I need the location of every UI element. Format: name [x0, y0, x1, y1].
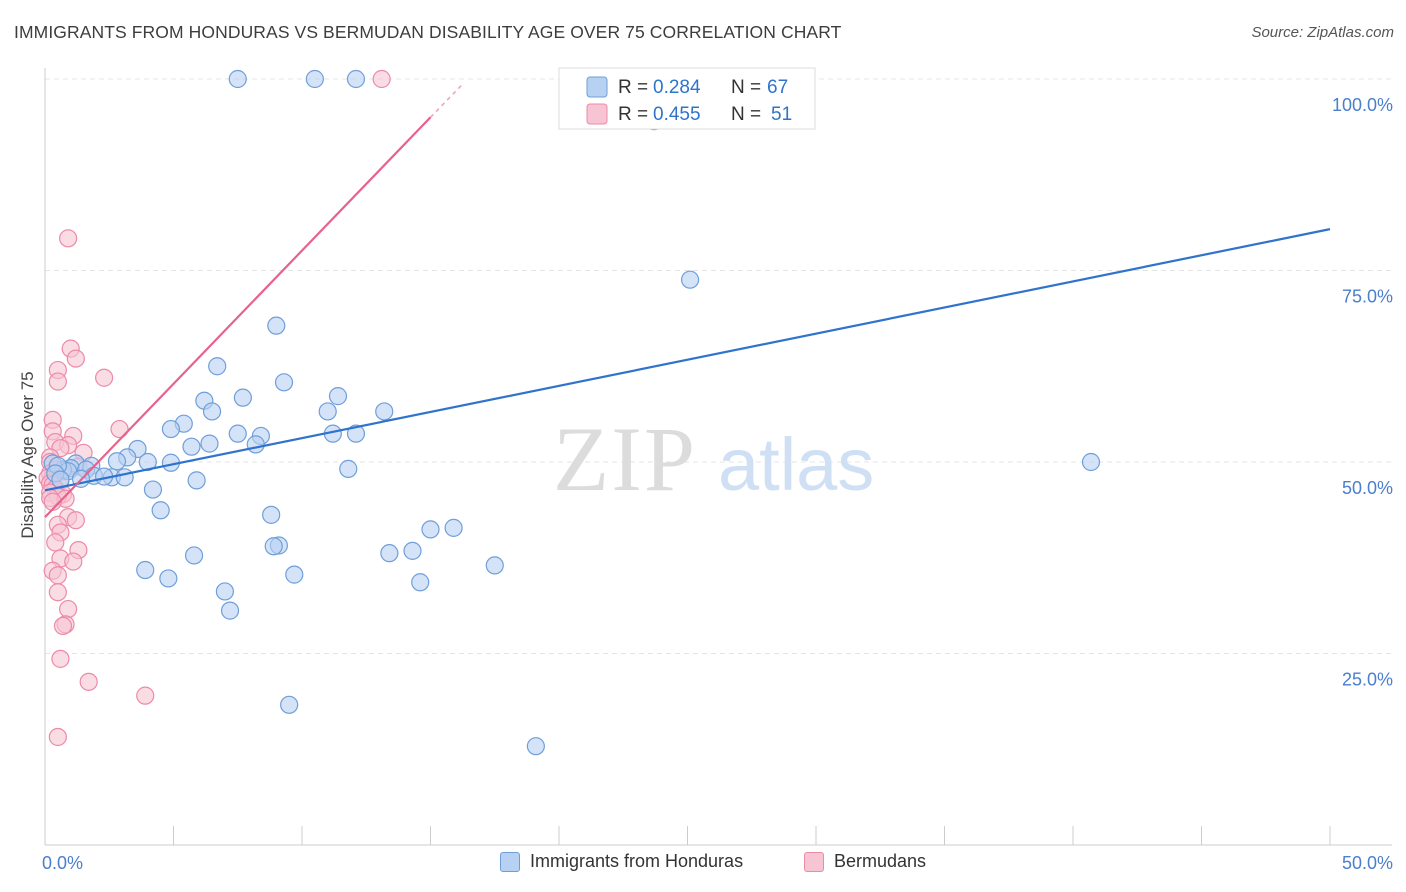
blue-point-8 [208, 357, 227, 376]
legend-swatch-bermudans [804, 851, 824, 872]
blue-point-2 [346, 69, 366, 89]
pink-point-6 [95, 368, 114, 387]
x-tick-label-min: 0.0% [42, 853, 83, 873]
blue-point-65 [280, 695, 299, 714]
legend-n-value-1: 67 [767, 77, 788, 98]
blue-point-1 [305, 69, 324, 89]
x-tick-label-max: 50.0% [1342, 853, 1393, 873]
pink-point-40 [64, 552, 83, 571]
legend-r-value-2: 0.455 [653, 104, 701, 125]
legend-swatch-blue [586, 76, 608, 98]
y-tick-labels: 25.0% 50.0% 75.0% 100.0% [1332, 95, 1393, 690]
blue-point-47 [187, 471, 206, 490]
blue-point-27 [107, 452, 127, 471]
x-tick-labels: 0.0% 50.0% [42, 853, 1393, 873]
pink-point-3 [66, 349, 85, 368]
pink-point-48 [79, 672, 98, 691]
legend-swatch-pink [586, 103, 608, 125]
blue-point-49 [151, 501, 170, 520]
blue-point-10 [328, 387, 348, 406]
y-tick-label-3: 100.0% [1332, 95, 1393, 115]
pink-trend-extension [429, 82, 465, 118]
watermark: ZIP atlas [553, 408, 874, 510]
pink-point-43 [48, 583, 67, 602]
blue-point-19 [346, 424, 366, 443]
pink-point-0 [372, 69, 391, 89]
legend-n-label-1: N = [731, 77, 761, 98]
pink-point-42 [48, 566, 67, 585]
blue-point-54 [264, 537, 283, 556]
chart-source: Source: ZipAtlas.com [1251, 24, 1394, 41]
blue-point-17 [161, 419, 181, 439]
pink-point-46 [53, 616, 73, 636]
legend-label-honduras: Immigrants from Honduras [530, 851, 744, 871]
legend-r-label-2: R = [618, 104, 648, 125]
honduras-points [43, 69, 1101, 756]
blue-point-64 [220, 601, 240, 620]
blue-trend-line [44, 228, 1331, 492]
blue-point-52 [444, 518, 463, 537]
blue-point-14 [318, 402, 337, 421]
y-tick-label-2: 75.0% [1342, 287, 1393, 307]
pink-point-5 [48, 372, 67, 391]
blue-point-22 [200, 434, 219, 453]
pink-point-49 [136, 686, 155, 705]
blue-point-58 [485, 556, 504, 575]
legend-item-bermudans: Bermudans [804, 851, 926, 872]
pink-point-44 [59, 599, 78, 619]
grid-lines [45, 78, 1392, 654]
trend-lines [44, 82, 1331, 518]
blue-point-6 [680, 270, 700, 289]
stats-legend: R = 0.284 N = 67 R = 0.455 N = 51 [558, 67, 816, 130]
blue-point-59 [136, 560, 155, 580]
pink-point-1 [59, 229, 78, 248]
blue-point-24 [182, 437, 201, 456]
blue-point-61 [159, 569, 178, 588]
blue-point-13 [202, 402, 222, 421]
legend-n-label-2: N = [731, 104, 761, 125]
legend-n-value-2: 51 [771, 104, 792, 125]
blue-point-56 [403, 541, 422, 560]
pink-point-50 [48, 727, 67, 747]
blue-point-57 [184, 546, 204, 565]
blue-point-7 [267, 316, 286, 335]
watermark-atlas: atlas [718, 423, 874, 506]
pink-point-34 [66, 511, 85, 530]
y-tick-label-0: 25.0% [1342, 670, 1393, 690]
blue-point-62 [411, 573, 430, 592]
blue-point-0 [228, 69, 247, 89]
pink-point-37 [46, 533, 65, 552]
blue-point-48 [143, 480, 163, 499]
y-axis-label: Disability Age Over 75 [18, 371, 37, 538]
blue-point-23 [246, 435, 265, 454]
blue-point-20 [228, 424, 247, 443]
legend-item-honduras: Immigrants from Honduras [500, 851, 743, 872]
watermark-zip: ZIP [553, 408, 697, 510]
blue-point-51 [421, 520, 440, 539]
legend-r-label-1: R = [618, 77, 648, 98]
pink-point-47 [51, 649, 70, 668]
pink-trend-line [44, 116, 432, 518]
legend-r-value-1: 0.284 [653, 77, 701, 98]
blue-point-50 [262, 505, 281, 524]
blue-point-55 [380, 544, 399, 563]
pink-point-8 [110, 419, 129, 439]
blue-point-11 [233, 388, 252, 407]
y-tick-label-1: 50.0% [1342, 478, 1393, 498]
legend-swatch-honduras [500, 851, 520, 872]
series-legend: Immigrants from Honduras Bermudans [0, 851, 1406, 879]
blue-point-63 [215, 582, 234, 601]
chart-title: IMMIGRANTS FROM HONDURAS VS BERMUDAN DIS… [14, 22, 842, 42]
blue-point-44 [115, 468, 134, 487]
blue-point-30 [1081, 452, 1101, 472]
blue-point-9 [274, 373, 294, 392]
blue-point-40 [339, 459, 358, 478]
blue-point-66 [526, 737, 545, 756]
blue-point-15 [375, 402, 394, 421]
legend-label-bermudans: Bermudans [834, 851, 927, 871]
blue-point-60 [285, 565, 304, 584]
